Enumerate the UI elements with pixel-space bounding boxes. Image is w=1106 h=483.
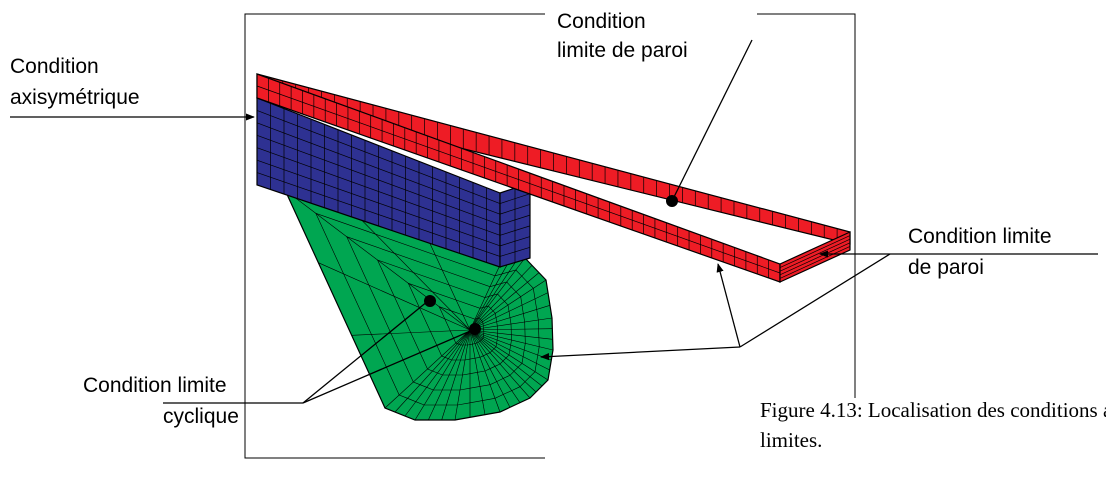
hub-mesh	[283, 188, 554, 421]
cyclic-dot-2	[469, 323, 481, 335]
wall-end-face	[779, 231, 851, 283]
wall-end-grid-line	[779, 235, 851, 268]
wall-right-leader-1	[739, 253, 891, 348]
wall-right-leader-2	[716, 263, 741, 348]
wall-top-label-line2: limite de paroi	[557, 39, 688, 62]
blade-side-grid-line	[499, 236, 531, 247]
blade-front-grid-line	[256, 134, 501, 226]
blade-side-grid-line	[499, 214, 531, 226]
blade-side-grid-line	[499, 246, 531, 257]
wall-right-label-line1: Condition limite	[908, 225, 1052, 248]
wall-right-leader-3	[540, 346, 741, 361]
wall-end-grid-line	[779, 242, 851, 276]
blade-side-grid-line	[499, 193, 531, 204]
frame-bracket	[244, 13, 856, 459]
cyclic-dot-1	[424, 295, 436, 307]
wall-end-grid-line	[779, 246, 851, 279]
wall-top-leader	[671, 39, 753, 202]
hub-ring-line	[376, 259, 512, 376]
figure-caption-line1: Figure 4.13: Localisation des conditions…	[760, 398, 1106, 422]
hub-ring-line	[438, 306, 485, 346]
blade-front-grid-line	[256, 147, 501, 236]
hub-ring-line	[315, 212, 540, 406]
blade-front-grid-line	[256, 159, 501, 247]
blade-mesh	[256, 97, 531, 268]
axisym-label-line2: axisymétrique	[10, 86, 140, 109]
axisym-label-line1: Condition	[10, 55, 99, 78]
hub-ring-line	[346, 236, 526, 391]
wall-front-grid-line	[256, 85, 781, 274]
wall-end-grid-line	[779, 238, 851, 272]
blade-side-grid-line	[499, 225, 531, 236]
hub-ring-line	[407, 282, 499, 361]
wall-right-label-line2: de paroi	[908, 256, 984, 279]
blade-front-grid-line	[256, 110, 501, 204]
blade-front-grid-line	[256, 122, 501, 215]
leader-lines	[10, 39, 1098, 404]
wall-top-dot	[666, 195, 678, 207]
blade-side-grid-line	[499, 204, 531, 215]
cyclic-leader-2	[302, 328, 476, 404]
cyclic-label-line2: cyclique	[163, 405, 239, 428]
wall-top-label-line1: Condition	[557, 10, 646, 33]
blade-front-grid-line	[256, 172, 501, 257]
marker-dots	[424, 195, 678, 335]
cyclic-leader-1	[302, 300, 429, 404]
cyclic-label-line1: Condition limite	[83, 374, 227, 397]
figure-caption-line2: limites.	[760, 428, 822, 452]
wall-mesh	[256, 73, 851, 283]
